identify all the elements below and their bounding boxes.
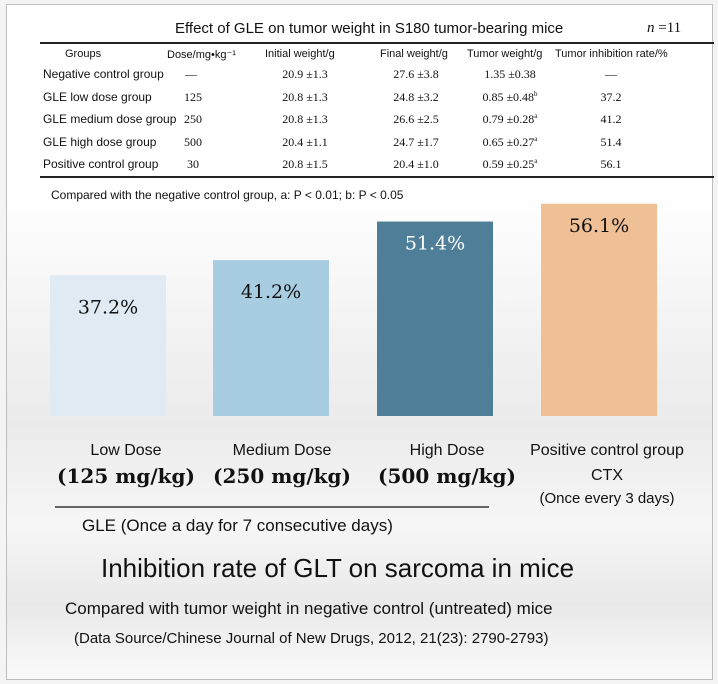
gle-group-label: GLE (Once a day for 7 consecutive days)	[82, 516, 393, 535]
bar-3	[377, 221, 493, 416]
table-cell-final: 26.6 ±2.5	[393, 112, 439, 126]
table-cell-final: 24.7 ±1.7	[393, 134, 439, 149]
table-cell-tumor: 0.85 ±0.48b	[482, 89, 538, 104]
bar-value-label: 56.1%	[569, 215, 629, 237]
table-cell-initial: 20.9 ±1.3	[282, 67, 328, 81]
table-cell-tumor: 0.65 ±0.27a	[482, 134, 538, 149]
sample-size: n =11	[647, 20, 681, 37]
category-label: Low Dose	[90, 442, 162, 459]
category-label: Medium Dose	[232, 442, 332, 459]
column-header: Groups	[65, 48, 102, 60]
table-title: Effect of GLE on tumor weight in S180 tu…	[175, 20, 564, 37]
table-cell-group: GLE medium dose group	[43, 112, 177, 126]
significance-mark: a	[534, 134, 538, 143]
table-cell-group: Positive control group	[43, 157, 159, 171]
significance-mark: a	[534, 112, 538, 120]
dose-label: (250 mg/kg)	[213, 464, 351, 488]
table-cell-dose: 250	[184, 112, 202, 126]
dose-label: (500 mg/kg)	[378, 464, 516, 488]
table-cell-final: 24.8 ±3.2	[393, 89, 439, 104]
table-cell-rate: 41.2	[600, 112, 622, 126]
dose-label: (125 mg/kg)	[57, 464, 195, 488]
table-cell-rate: 56.1	[600, 157, 622, 171]
category-label: Positive control group	[530, 442, 684, 459]
bar-value-label: 37.2%	[78, 296, 138, 318]
category-label: High Dose	[409, 442, 485, 459]
n-value: =11	[658, 20, 682, 36]
table-cell-initial: 20.4 ±1.1	[282, 134, 328, 149]
table-cell-dose: 125	[184, 89, 202, 104]
bar-value-label: 51.4%	[405, 233, 465, 255]
gle-group-bracket	[55, 506, 489, 508]
table-bottom-rule	[40, 176, 714, 178]
column-header: Dose/mg•kg⁻¹	[167, 49, 236, 61]
bar-1	[50, 275, 166, 416]
significance-mark: a	[534, 157, 538, 165]
bar-4	[541, 203, 657, 416]
table-cell-dose: 30	[187, 157, 199, 171]
table-cell-final: 27.6 ±3.8	[393, 67, 439, 81]
table-cell-tumor: 0.79 ±0.28a	[482, 112, 538, 126]
chart-title: Inhibition rate of GLT on sarcoma in mic…	[101, 553, 575, 583]
column-header: Tumor weight/g	[467, 48, 543, 60]
table-cell-rate: 51.4	[600, 134, 622, 149]
table-cell-final: 20.4 ±1.0	[393, 157, 439, 171]
figure-frame: Effect of GLE on tumor weight in S180 tu…	[6, 4, 714, 680]
table-cell-group: GLE low dose group	[43, 89, 152, 104]
table-note: Compared with the negative control group…	[51, 188, 404, 202]
column-header: Final weight/g	[380, 48, 448, 60]
table-cell-tumor: 1.35 ±0.38	[484, 67, 536, 81]
table-cell-rate: 37.2	[600, 89, 622, 104]
table-cell-initial: 20.8 ±1.3	[282, 89, 328, 104]
schedule-label: (Once every 3 days)	[539, 490, 675, 507]
significance-mark: b	[534, 89, 538, 98]
table-cell-dose: —	[185, 67, 197, 81]
bar-value-label: 41.2%	[241, 281, 301, 303]
chart-subtitle: Compared with tumor weight in negative c…	[65, 599, 553, 618]
table-cell-tumor: 0.59 ±0.25a	[482, 157, 538, 171]
table-cell-initial: 20.8 ±1.5	[282, 157, 328, 171]
table-cell-group: Negative control group	[43, 67, 164, 81]
table-cell-dose: 500	[184, 134, 202, 149]
table-cell-initial: 20.8 ±1.3	[282, 112, 328, 126]
table-top-rule	[40, 42, 714, 44]
n-label: n	[647, 20, 655, 36]
bar-2	[213, 260, 329, 416]
drug-label: CTX	[591, 467, 623, 484]
table-cell-rate: —	[605, 67, 617, 81]
column-header: Initial weight/g	[265, 48, 335, 60]
column-header: Tumor inhibition rate/%	[555, 48, 668, 60]
data-source: (Data Source/Chinese Journal of New Drug…	[74, 630, 549, 647]
table-cell-group: GLE high dose group	[43, 134, 157, 149]
bar-chart: 37.2% 41.2% 51.4% 56.1%	[50, 203, 657, 416]
